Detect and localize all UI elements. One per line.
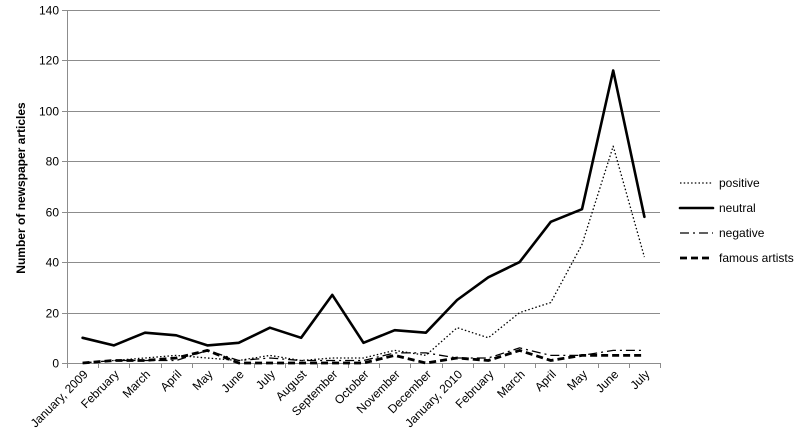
x-tick-label: March (120, 367, 153, 400)
legend-label: positive (719, 176, 760, 190)
x-tick-label: July (253, 367, 278, 392)
series-lines (81, 69, 646, 365)
x-tick-label: April (532, 367, 559, 394)
y-tick-label: 60 (46, 206, 60, 220)
gridlines (67, 10, 660, 314)
y-tick-label: 0 (52, 357, 59, 371)
y-tick-label: 80 (46, 155, 60, 169)
legend-label: negative (719, 226, 765, 240)
y-tick-label: 120 (39, 54, 59, 68)
axes (62, 10, 661, 368)
y-tick-label: 20 (46, 307, 60, 321)
y-tick-label: 100 (39, 105, 59, 119)
y-tick-label: 40 (46, 256, 60, 270)
x-tick-label: May (564, 367, 590, 393)
x-tick-label: July (628, 367, 653, 392)
x-tick-label: June (593, 367, 622, 396)
y-tick-label: 140 (39, 4, 59, 18)
series-line-famous-artists (82, 348, 645, 365)
legend-label: famous artists (719, 251, 794, 265)
x-tick-label: May (190, 367, 216, 393)
y-axis-title: Number of newspaper articles (14, 102, 28, 274)
series-line-positive (82, 145, 646, 364)
legend-label: neutral (719, 201, 756, 215)
legend: positive neutral negative famous artists (678, 176, 794, 265)
series-line-neutral (81, 69, 646, 347)
x-tick-label: June (218, 367, 247, 396)
x-tick-label: April (157, 367, 184, 394)
x-tick-label: March (494, 367, 527, 400)
series-line-negative (82, 347, 645, 364)
